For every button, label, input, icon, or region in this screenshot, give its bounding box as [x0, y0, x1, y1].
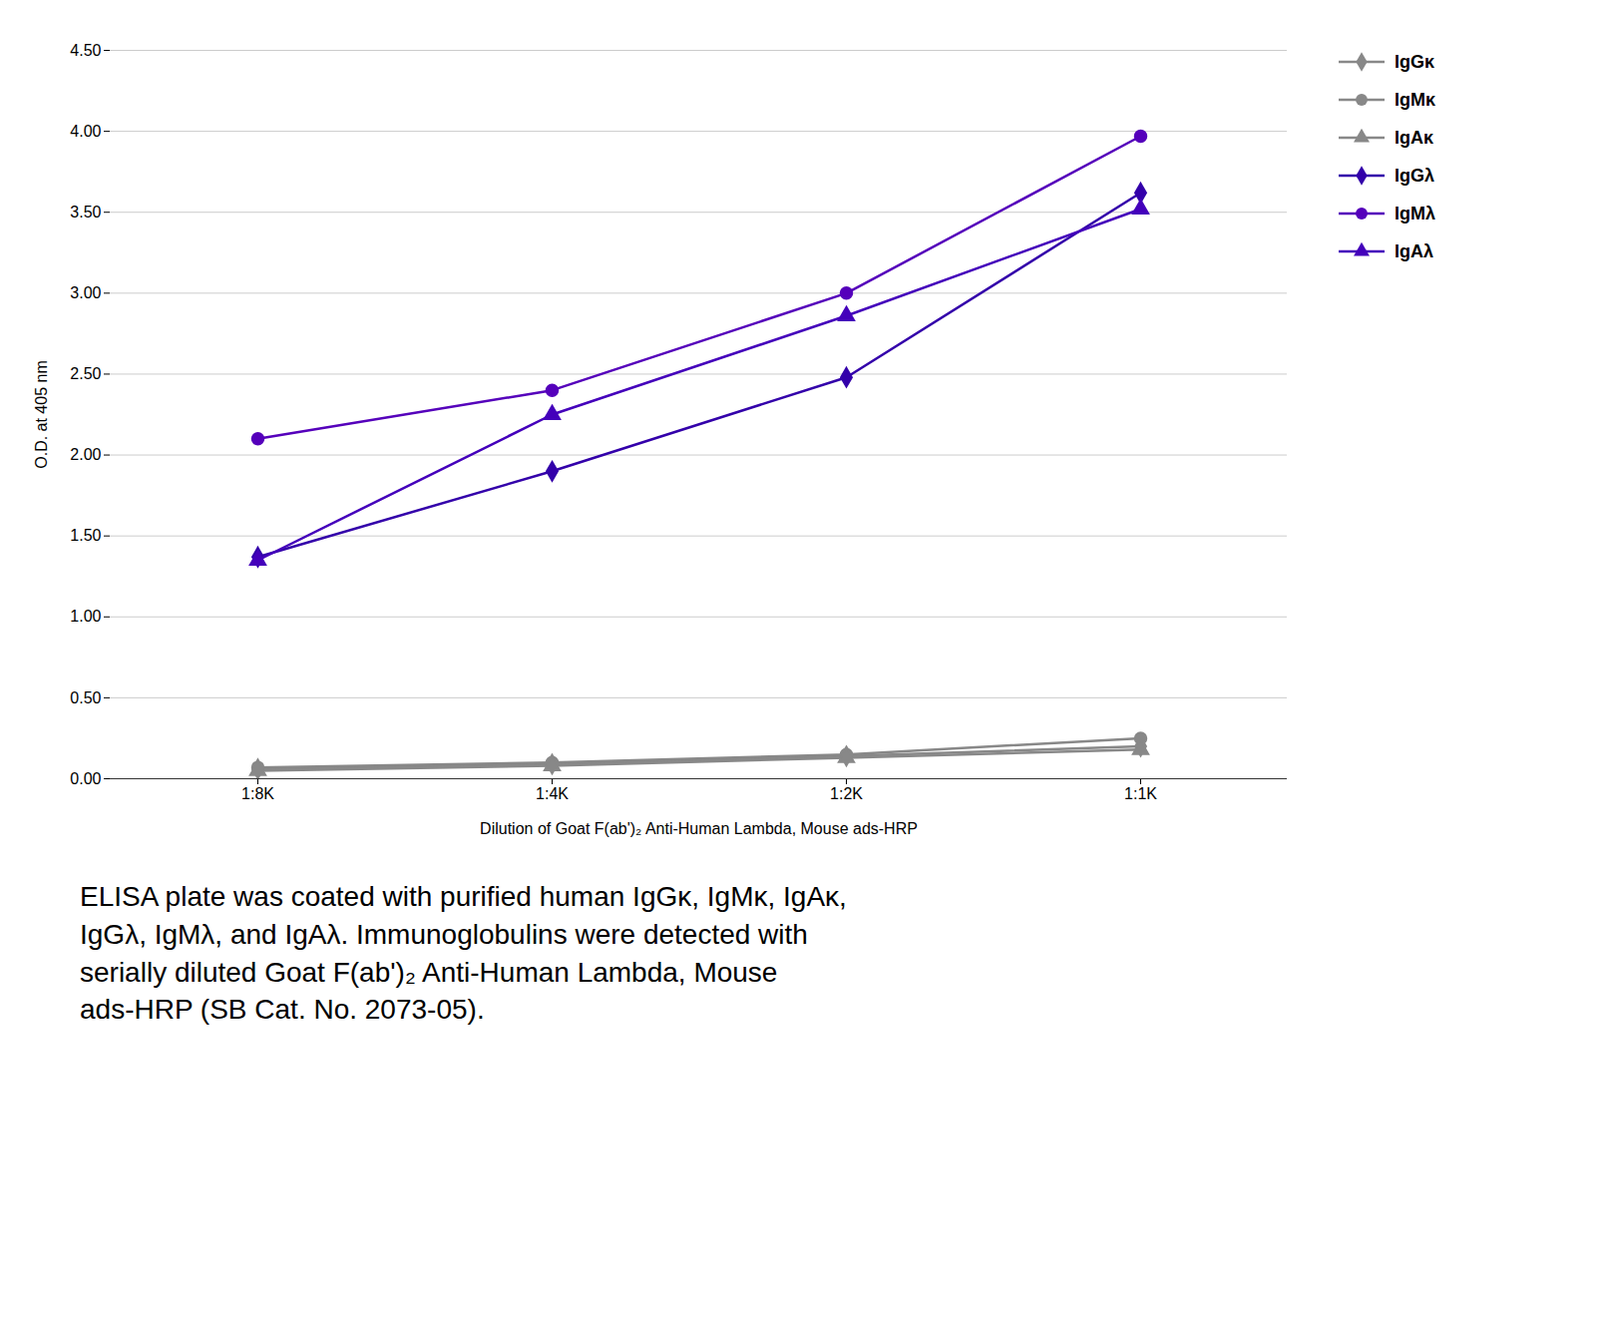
svg-text:2.00: 2.00	[69, 445, 101, 463]
html-text:IgAκ: IgAκ	[1394, 127, 1434, 148]
svg-text:3.00: 3.00	[69, 284, 101, 302]
svg-text:1:8K: 1:8K	[241, 785, 275, 802]
svg-text:0.50: 0.50	[69, 689, 101, 707]
svg-text:3.50: 3.50	[69, 203, 101, 221]
svg-text:4.50: 4.50	[69, 41, 101, 59]
html-text:IgGκ: IgGκ	[1394, 51, 1435, 72]
svg-text:1:2K: 1:2K	[829, 785, 863, 802]
html-text:IgAλ: IgAλ	[1394, 240, 1434, 261]
html-text:IgGλ: IgGλ	[1394, 165, 1435, 186]
svg-text:0.00: 0.00	[69, 770, 101, 788]
svg-text:2.50: 2.50	[69, 365, 101, 383]
svg-text:1:4K: 1:4K	[535, 785, 569, 802]
svg-text:Dilution of Goat F(ab')₂ Anti-: Dilution of Goat F(ab')₂ Anti-Human Lamb…	[479, 819, 918, 837]
svg-text:1:1K: 1:1K	[1124, 785, 1158, 802]
svg-text:1.50: 1.50	[69, 526, 101, 544]
html-text:ELISA plate was coated with pu: ELISA plate was coated with purified hum…	[79, 880, 847, 1025]
svg-text:O.D. at 405 nm: O.D. at 405 nm	[32, 360, 50, 469]
html-text:IgMλ: IgMλ	[1394, 202, 1436, 223]
svg-text:1.00: 1.00	[69, 607, 101, 625]
html-text:IgMκ: IgMκ	[1394, 89, 1436, 110]
svg-text:4.00: 4.00	[69, 122, 101, 140]
